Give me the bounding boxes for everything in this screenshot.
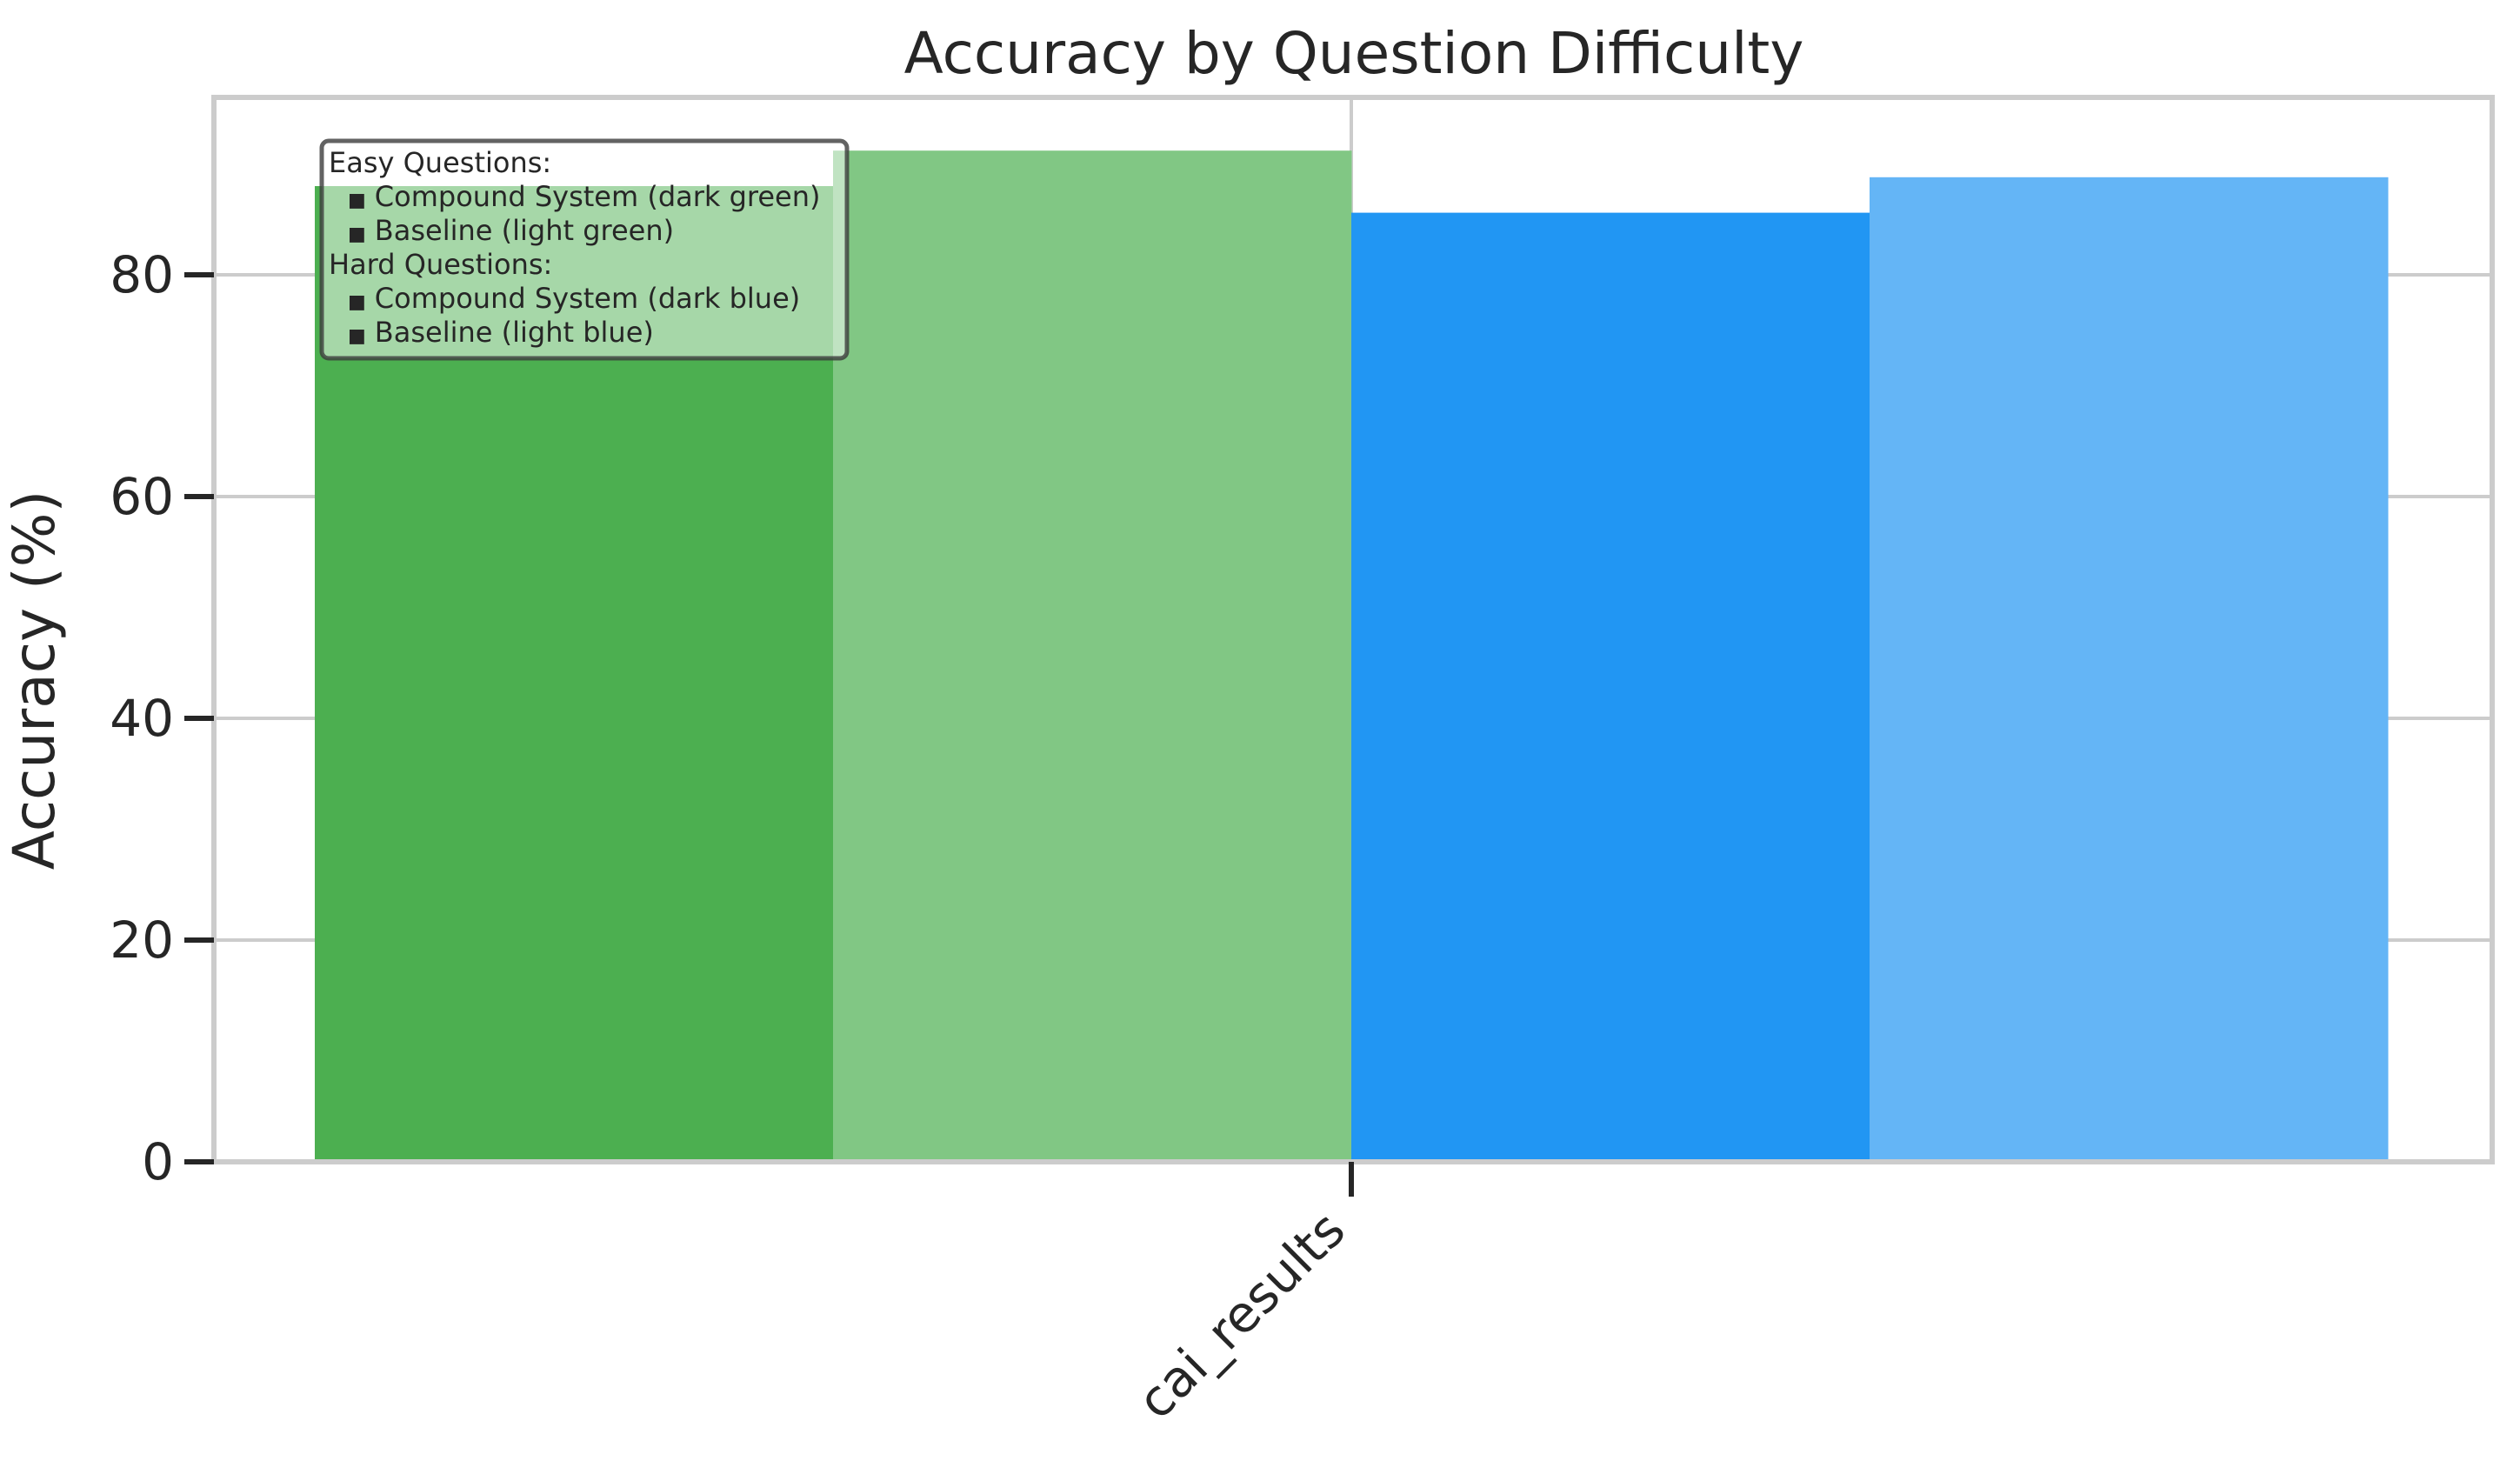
bar-hard_baseline <box>1870 177 2389 1162</box>
legend-item: ■ Baseline (light green) <box>348 214 674 247</box>
y-tick-label: 40 <box>110 689 174 748</box>
legend-bullet: ■ <box>348 325 366 347</box>
bar-easy_baseline <box>833 150 1352 1163</box>
legend-item: ■ Compound System (dark green) <box>348 180 821 213</box>
legend-item: Easy Questions: <box>329 146 551 179</box>
legend-item: ■ Compound System (dark blue) <box>348 282 800 315</box>
chart-title: Accuracy by Question Difficulty <box>904 20 1804 87</box>
legend-item: ■ Baseline (light blue) <box>348 316 654 349</box>
y-axis-label: Accuracy (%) <box>1 490 68 871</box>
legend-box <box>319 138 850 361</box>
legend-item: Hard Questions: <box>329 248 552 281</box>
legend-bullet: ■ <box>348 291 366 313</box>
legend-bullet: ■ <box>348 190 366 211</box>
legend: Easy Questions:■ Compound System (dark gr… <box>319 138 850 361</box>
y-tick-label: 20 <box>110 911 174 970</box>
bar-hard_compound <box>1351 212 1870 1163</box>
y-tick-label: 0 <box>142 1132 174 1191</box>
legend-bullet: ■ <box>348 223 366 245</box>
y-tick-label: 60 <box>110 467 174 526</box>
y-tick-label: 80 <box>110 245 174 304</box>
